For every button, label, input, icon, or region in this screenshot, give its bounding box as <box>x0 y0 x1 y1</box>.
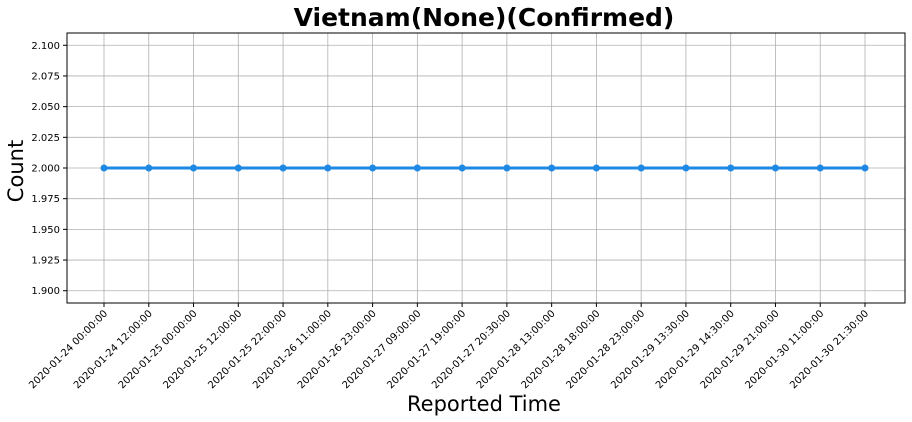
y-tick-label: 2.100 <box>31 41 60 52</box>
x-tick-label: 2020-01-28 18:00:00 <box>520 308 603 391</box>
data-point <box>145 164 153 172</box>
data-point <box>369 164 377 172</box>
data-point <box>592 164 600 172</box>
data-point <box>771 164 779 172</box>
x-tick-label: 2020-01-29 13:30:00 <box>609 308 692 391</box>
y-axis-ticks: 2.100 2.075 2.050 2.025 2.000 1.975 1.950 1.925… <box>31 41 67 297</box>
x-tick-label: 2020-01-26 11:00:00 <box>251 308 334 391</box>
y-tick-label: 2.000 <box>31 164 60 175</box>
data-point <box>503 164 511 172</box>
x-tick-label: 2020-01-24 00:00:00 <box>27 308 110 391</box>
data-point <box>100 164 108 172</box>
x-tick-label: 2020-01-27 19:00:00 <box>385 308 468 391</box>
x-tick-label: 2020-01-28 23:00:00 <box>564 308 647 391</box>
data-point <box>727 164 735 172</box>
y-tick-label: 1.925 <box>31 256 60 267</box>
data-point <box>234 164 242 172</box>
x-tick-label: 2020-01-30 21:30:00 <box>788 308 871 391</box>
y-tick-label: 1.975 <box>31 194 60 205</box>
series-confirmed <box>100 164 869 172</box>
x-tick-label: 2020-01-25 12:00:00 <box>162 308 245 391</box>
data-point <box>279 164 287 172</box>
x-tick-label: 2020-01-29 21:00:00 <box>699 308 782 391</box>
data-point <box>548 164 556 172</box>
x-tick-label: 2020-01-25 00:00:00 <box>117 308 200 391</box>
data-point <box>682 164 690 172</box>
x-tick-label: 2020-01-30 11:00:00 <box>743 308 826 391</box>
x-tick-label: 2020-01-27 09:00:00 <box>341 308 424 391</box>
x-tick-label: 2020-01-24 12:00:00 <box>72 308 155 391</box>
x-tick-label: 2020-01-26 23:00:00 <box>296 308 379 391</box>
chart-title: Vietnam(None)(Confirmed) <box>294 3 675 32</box>
y-tick-label: 2.050 <box>31 102 60 113</box>
y-tick-label: 1.950 <box>31 225 60 236</box>
x-tick-label: 2020-01-27 20:30:00 <box>430 308 513 391</box>
data-point <box>458 164 466 172</box>
x-tick-label: 2020-01-25 22:00:00 <box>206 308 289 391</box>
x-tick-label: 2020-01-29 14:30:00 <box>654 308 737 391</box>
data-point <box>413 164 421 172</box>
x-tick-label: 2020-01-28 13:00:00 <box>475 308 558 391</box>
y-tick-label: 1.900 <box>31 286 60 297</box>
y-tick-label: 2.075 <box>31 71 60 82</box>
data-point <box>816 164 824 172</box>
data-point <box>190 164 198 172</box>
y-axis-label: Count <box>4 140 28 202</box>
data-point <box>861 164 869 172</box>
x-axis-label: Reported Time <box>407 392 561 416</box>
data-point <box>324 164 332 172</box>
y-tick-label: 2.025 <box>31 133 60 144</box>
data-point <box>637 164 645 172</box>
